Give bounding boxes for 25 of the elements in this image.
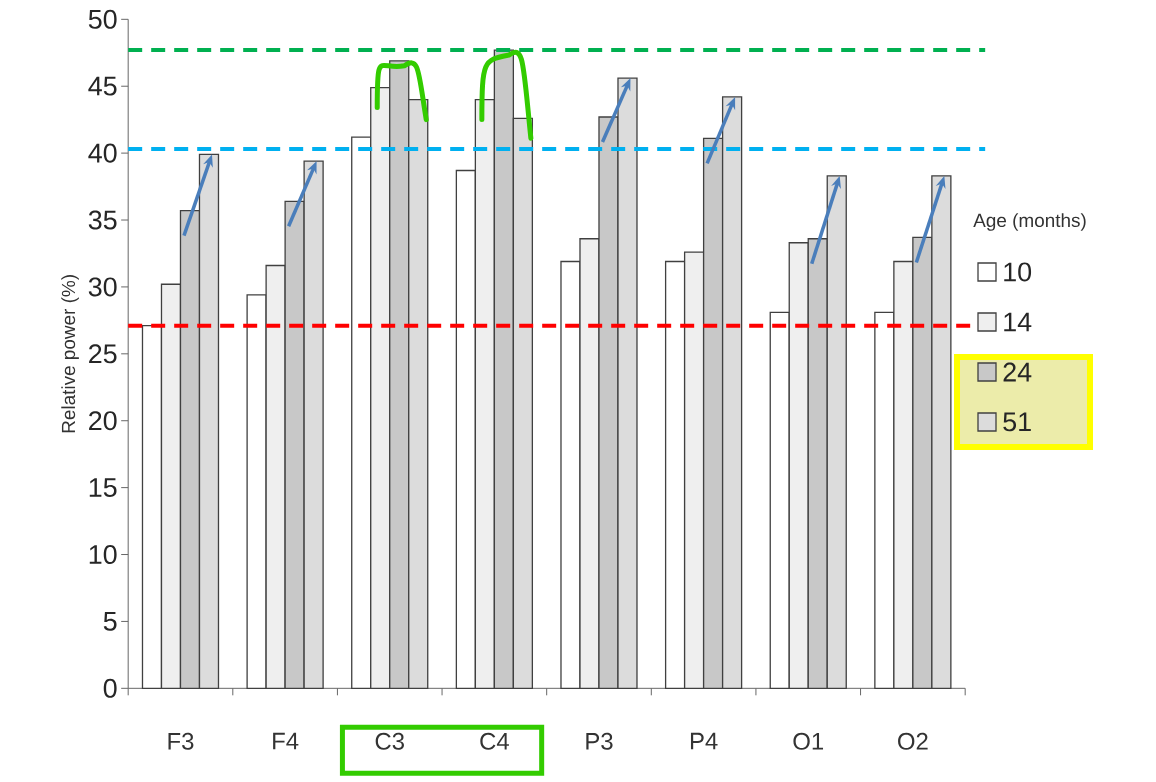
legend-label: 51 <box>1003 412 1031 432</box>
x-tick-label: C4 <box>480 732 509 750</box>
legend-label: 14 <box>1004 312 1032 332</box>
x-tick-label: F4 <box>273 732 299 750</box>
y-tick-label: 35 <box>88 210 117 230</box>
legend-label: 24 <box>1003 362 1032 382</box>
y-tick-label: 50 <box>88 9 117 29</box>
legend-label: 10 <box>1004 262 1032 282</box>
y-tick-label: 45 <box>88 76 117 96</box>
x-tick-label: O2 <box>898 732 928 750</box>
y-tick-label: 25 <box>89 344 117 364</box>
y-tick-label: 5 <box>103 612 117 631</box>
y-tick-label: 0 <box>103 678 117 698</box>
x-tick-label: F3 <box>168 732 194 750</box>
x-tick-label: P3 <box>586 732 613 750</box>
y-tick-label: 10 <box>89 545 117 565</box>
y-tick-label: 20 <box>89 411 117 431</box>
y-tick-label: 30 <box>88 277 117 297</box>
x-tick-label: C3 <box>375 732 404 750</box>
legend-title: Age (months) <box>973 213 1086 231</box>
y-tick-label: 40 <box>88 143 117 163</box>
x-tick-label: P4 <box>690 732 718 750</box>
y-tick-label: 15 <box>89 478 117 498</box>
x-tick-label: O1 <box>793 732 824 750</box>
y-axis-title: Relative power (%) <box>61 275 79 433</box>
